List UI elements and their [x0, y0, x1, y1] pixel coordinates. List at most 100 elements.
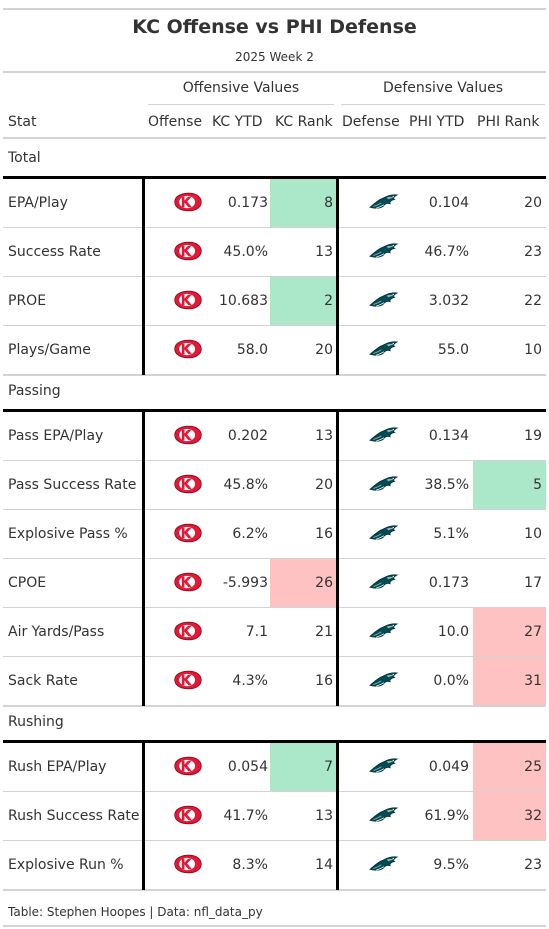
chiefs-logo-icon	[173, 339, 203, 359]
eagles-logo-icon	[369, 474, 399, 494]
stat-name-cell-value: Explosive Run %	[8, 857, 124, 873]
kc-ytd-cell: 7.1	[209, 608, 272, 657]
phi-ytd-cell: 61.9%	[403, 792, 473, 841]
eagles-logo-icon	[369, 339, 399, 359]
table-row: Rush EPA/Play 0.054 7 0.049 25	[3, 743, 546, 792]
phi-rank-cell-value: 31	[524, 673, 542, 689]
column-separator	[142, 179, 145, 375]
group-divider	[3, 740, 546, 743]
phi-ytd-cell: 0.173	[403, 559, 473, 608]
kc-ytd-cell: 0.054	[209, 743, 272, 792]
chiefs-logo-icon	[173, 572, 203, 592]
column-separator	[336, 179, 339, 375]
stat-name-cell-value: Rush EPA/Play	[8, 759, 107, 775]
phi-ytd-cell-value: 38.5%	[424, 477, 469, 493]
phi-rank-cell: 10	[473, 510, 546, 559]
phi-ytd-cell-value: 0.104	[428, 195, 469, 211]
kc-rank-cell-value: 13	[315, 808, 333, 824]
kc-ytd-cell-value: 58.0	[236, 342, 268, 358]
col-header-defense: Defense	[342, 114, 400, 130]
table-row: Pass Success Rate 45.8% 20 38.5% 5	[3, 461, 546, 510]
offensive-values-spanner: Offensive Values	[148, 80, 334, 105]
stat-name-cell: Pass EPA/Play	[8, 412, 146, 461]
phi-ytd-cell-value: 55.0	[437, 342, 469, 358]
kc-ytd-cell-value: -5.993	[222, 575, 268, 591]
defensive-values-label: Defensive Values	[382, 80, 504, 96]
eagles-logo-icon	[369, 670, 399, 690]
kc-ytd-cell: 10.683	[209, 277, 272, 326]
eagles-logo-icon	[369, 854, 399, 874]
phi-rank-cell: 23	[473, 841, 546, 890]
phi-ytd-cell: 0.134	[403, 412, 473, 461]
stat-name-cell-value: Success Rate	[8, 244, 101, 260]
group-label-rushing: Rushing	[8, 714, 64, 730]
kc-ytd-cell: 58.0	[209, 326, 272, 375]
kc-rank-cell: 21	[270, 608, 337, 657]
chiefs-logo-icon	[173, 523, 203, 543]
stat-name-cell-value: CPOE	[8, 575, 47, 591]
phi-ytd-cell: 0.0%	[403, 657, 473, 706]
kc-ytd-cell: 4.3%	[209, 657, 272, 706]
stat-name-cell-value: Sack Rate	[8, 673, 78, 689]
kc-ytd-cell-value: 4.3%	[232, 673, 268, 689]
stat-name-cell-value: Explosive Pass %	[8, 526, 128, 542]
kc-ytd-cell: 45.8%	[209, 461, 272, 510]
phi-ytd-cell-value: 0.0%	[433, 673, 469, 689]
chiefs-logo-icon	[173, 192, 203, 212]
header-divider	[3, 71, 546, 73]
stat-name-cell-value: Air Yards/Pass	[8, 624, 105, 640]
kc-rank-cell-value: 7	[324, 759, 333, 775]
defense-logo-cell	[339, 792, 403, 841]
table-row: Success Rate 45.0% 13 46.7% 23	[3, 228, 546, 277]
defense-logo-cell	[339, 510, 403, 559]
phi-ytd-cell: 46.7%	[403, 228, 473, 277]
column-separator	[336, 412, 339, 706]
row-divider	[3, 558, 546, 559]
stat-name-cell-value: Rush Success Rate	[8, 808, 140, 824]
phi-rank-cell: 25	[473, 743, 546, 792]
chiefs-logo-icon	[173, 241, 203, 261]
table-row: Pass EPA/Play 0.202 13 0.134 19	[3, 412, 546, 461]
row-divider	[3, 656, 546, 657]
stat-name-cell: Pass Success Rate	[8, 461, 146, 510]
phi-rank-cell-value: 5	[533, 477, 542, 493]
offense-logo-cell	[145, 841, 209, 890]
top-border	[3, 8, 546, 10]
kc-rank-cell: 26	[270, 559, 337, 608]
phi-ytd-cell: 0.049	[403, 743, 473, 792]
chiefs-logo-icon	[173, 854, 203, 874]
stat-name-cell: Sack Rate	[8, 657, 146, 706]
phi-rank-cell: 17	[473, 559, 546, 608]
table-row: Air Yards/Pass 7.1 21 10.0 27	[3, 608, 546, 657]
table-row: Sack Rate 4.3% 16 0.0% 31	[3, 657, 546, 706]
kc-ytd-cell-value: 45.0%	[223, 244, 268, 260]
eagles-logo-icon	[369, 523, 399, 543]
defense-logo-cell	[339, 608, 403, 657]
kc-rank-cell-value: 26	[315, 575, 333, 591]
column-separator	[142, 743, 145, 890]
phi-rank-cell: 5	[473, 461, 546, 510]
table-row: Explosive Run % 8.3% 14 9.5% 23	[3, 841, 546, 890]
kc-ytd-cell-value: 0.202	[227, 428, 268, 444]
phi-rank-cell: 10	[473, 326, 546, 375]
chiefs-logo-icon	[173, 621, 203, 641]
row-divider	[3, 791, 546, 792]
phi-rank-cell-value: 27	[524, 624, 542, 640]
offense-logo-cell	[145, 559, 209, 608]
row-divider	[3, 276, 546, 277]
phi-rank-cell: 22	[473, 277, 546, 326]
chiefs-logo-icon	[173, 290, 203, 310]
defense-logo-cell	[339, 841, 403, 890]
row-divider	[3, 374, 546, 376]
offense-logo-cell	[145, 461, 209, 510]
stat-name-cell: Plays/Game	[8, 326, 146, 375]
group-label-passing: Passing	[8, 383, 61, 399]
defense-logo-cell	[339, 228, 403, 277]
phi-ytd-cell-value: 0.173	[428, 575, 469, 591]
kc-rank-cell: 2	[270, 277, 337, 326]
col-header-kc-rank: KC Rank	[275, 114, 333, 130]
defense-logo-cell	[339, 277, 403, 326]
kc-rank-cell-value: 16	[315, 526, 333, 542]
kc-rank-cell: 13	[270, 792, 337, 841]
